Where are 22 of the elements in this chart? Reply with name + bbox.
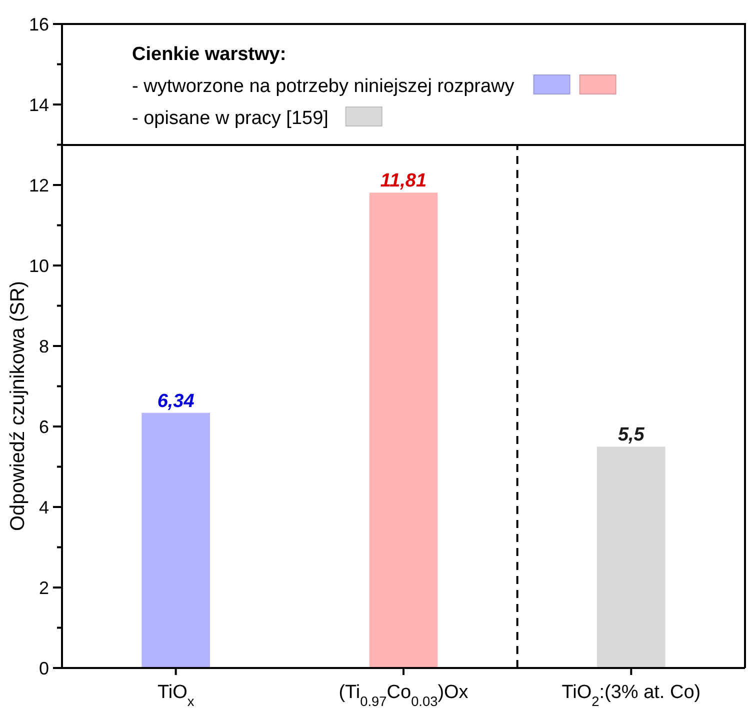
- y-axis-title: Odpowiedź czujnikowa (SR): [7, 280, 29, 532]
- data-label: 11,81: [380, 170, 427, 192]
- x-tick-label: TiO$_{x}$: [157, 682, 194, 708]
- y-tick-label: 4: [38, 497, 49, 518]
- legend-label: - opisane w pracy [159]: [132, 108, 328, 129]
- y-tick-label: 6: [38, 416, 49, 437]
- data-label: 5,5: [618, 424, 645, 446]
- y-tick-label: 12: [28, 175, 49, 196]
- y-tick-label: 16: [28, 14, 49, 34]
- x-tick-label: (Ti$_{0.97}$Co$_{0.03}$)Ox: [338, 682, 469, 708]
- bar: [597, 446, 666, 668]
- legend-label: - wytworzone na potrzeby niniejszej rozprawy: [132, 76, 515, 97]
- legend-title: Cienkie warstwy:: [132, 44, 286, 65]
- y-tick-label: 0: [38, 658, 49, 678]
- x-tick-label: TiO$_{2}$:(3% at. Co): [562, 682, 701, 708]
- bar: [142, 412, 210, 668]
- bar: [369, 192, 438, 668]
- y-tick-label: 8: [38, 336, 49, 356]
- data-label: 6,34: [157, 390, 195, 412]
- y-tick-label: 2: [38, 578, 49, 598]
- y-tick-label: 10: [28, 256, 49, 276]
- y-tick-label: 14: [28, 94, 49, 115]
